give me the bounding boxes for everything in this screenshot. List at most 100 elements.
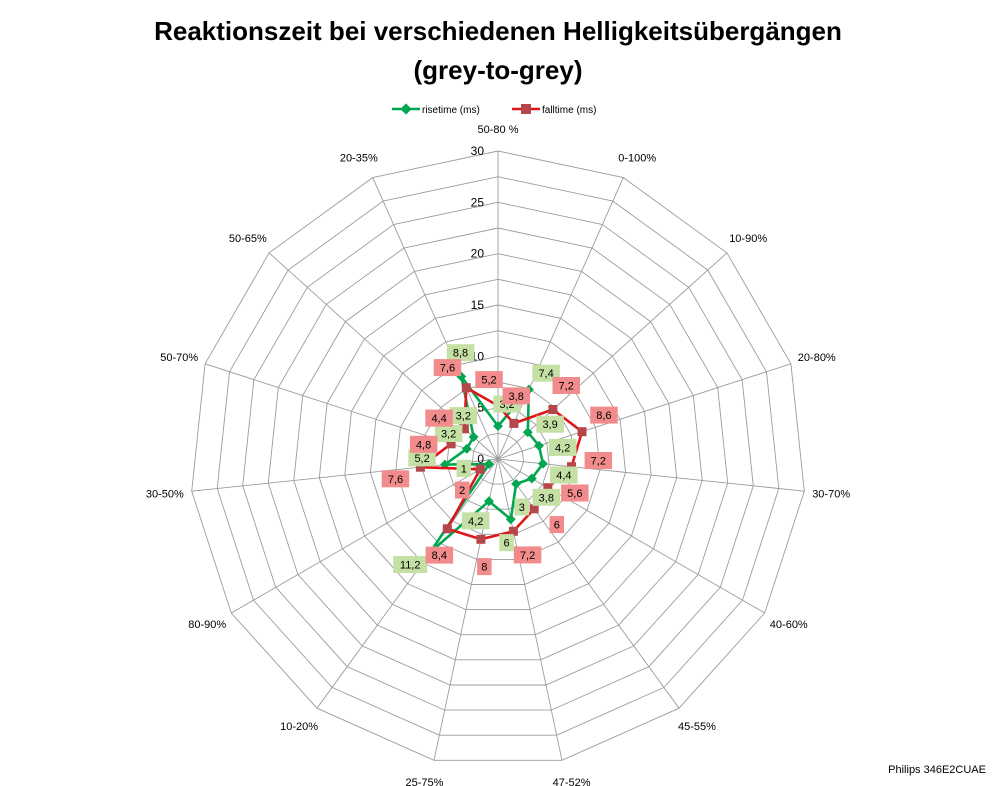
category-label: 50-70% [160, 352, 198, 364]
point-risetime [522, 427, 533, 438]
data-label-falltime: 5,2 [475, 371, 503, 389]
tick-label: 20 [471, 247, 485, 261]
axis-spoke [497, 458, 765, 614]
point-risetime [537, 458, 548, 469]
data-label-risetime: 3,2 [449, 407, 477, 425]
data-label-risetime: 3,8 [532, 488, 561, 506]
axis-spoke [268, 252, 499, 460]
data-label-risetime-text: 1 [461, 463, 467, 475]
data-label-falltime-bg [409, 435, 438, 453]
data-label-falltime-bg [433, 359, 462, 377]
grid-ring [395, 355, 601, 560]
data-label-falltime-text: 6 [554, 520, 560, 532]
category-label: 30-50% [146, 489, 184, 501]
grid-ring [191, 150, 805, 761]
point-risetime [461, 443, 472, 454]
grid-ring [344, 304, 652, 611]
data-label-falltime: 4,4 [425, 409, 453, 427]
grid-ring [216, 176, 780, 736]
tick-label: 0 [477, 452, 484, 466]
data-label-falltime-text: 5,2 [481, 375, 496, 387]
data-label-falltime-bg [425, 409, 453, 427]
data-label-risetime-text: 3,2 [441, 429, 456, 441]
grid-ring [242, 201, 754, 711]
point-risetime [493, 421, 503, 432]
point-falltime [442, 524, 452, 534]
legend-label-falltime: falltime (ms) [542, 105, 596, 116]
data-label-falltime: 7,6 [381, 470, 410, 488]
radar-axes [191, 151, 805, 761]
data-label-risetime-bg [532, 488, 561, 506]
data-label-risetime-bg [393, 556, 428, 573]
data-label-risetime-bg [461, 512, 490, 530]
tick-label: 5 [477, 401, 484, 415]
data-label-falltime-text: 4,8 [416, 439, 431, 451]
grid-ring [369, 330, 627, 585]
tick-label: 30 [471, 144, 485, 158]
data-label-risetime-text: 3 [519, 502, 525, 514]
tick-label: 15 [471, 298, 485, 312]
data-label-risetime: 5,2 [408, 449, 436, 467]
data-label-falltime-text: 7,2 [591, 456, 606, 468]
data-label-falltime-text: 7,2 [520, 550, 535, 562]
data-label-falltime: 3,8 [502, 387, 530, 405]
data-label-risetime-text: 4,4 [556, 470, 571, 482]
category-label: 20-80% [798, 352, 836, 364]
legend-marker-risetime [400, 103, 412, 115]
data-label-falltime: 8 [477, 558, 492, 576]
data-label-risetime-text: 5,2 [414, 453, 429, 465]
category-label: 30-70% [812, 489, 850, 501]
axis-spoke [316, 458, 499, 709]
category-label: 47-52% [553, 777, 591, 786]
grid-ring [293, 253, 703, 661]
data-label-risetime-bg [549, 438, 577, 456]
data-label-falltime-text: 2 [459, 485, 465, 497]
data-label-risetime: 4,4 [550, 466, 578, 484]
data-label-risetime-bg [499, 534, 514, 552]
data-label-falltime: 7,2 [584, 452, 613, 469]
data-label-falltime-bg [513, 546, 542, 564]
data-label-risetime-bg [550, 466, 578, 484]
data-label-risetime-bg [456, 459, 471, 477]
category-label: 50-80 % [478, 124, 519, 136]
point-risetime [526, 473, 537, 484]
chart-title-line-2: (grey-to-grey) [413, 55, 582, 85]
data-label-falltime-text: 7,2 [559, 381, 574, 393]
category-label: 0-100% [618, 153, 656, 165]
point-risetime [511, 478, 522, 489]
category-label: 50-65% [229, 233, 267, 245]
data-label-risetime-bg [434, 425, 463, 442]
data-label-risetime-bg [514, 498, 529, 516]
point-falltime [508, 526, 518, 536]
category-label: 45-55% [678, 721, 716, 733]
data-label-risetime-text: 8,8 [453, 348, 468, 360]
point-falltime [577, 427, 587, 437]
data-label-falltime-text: 7,6 [440, 363, 455, 375]
legend: risetime (ms) falltime (ms) [392, 103, 596, 116]
data-label-falltime: 4,8 [409, 435, 438, 453]
data-label-risetime-text: 3,8 [539, 492, 554, 504]
data-label-falltime-text: 8,4 [432, 550, 447, 562]
data-label-falltime-text: 4,4 [431, 413, 446, 425]
data-label-falltime: 2 [455, 481, 470, 499]
data-label-falltime-bg [584, 452, 613, 469]
data-label-falltime-text: 5,6 [567, 488, 582, 500]
data-label-risetime-bg [536, 415, 564, 433]
data-label-falltime: 8,6 [590, 406, 618, 424]
data-label-falltime: 7,2 [513, 546, 542, 564]
grid-ring [267, 227, 729, 686]
data-label-falltime: 5,6 [561, 484, 589, 502]
category-label: 25-75% [405, 777, 443, 786]
legend-label-risetime: risetime (ms) [422, 105, 480, 116]
data-label-risetime: 8,8 [446, 344, 475, 362]
series-line-risetime [429, 375, 545, 554]
data-label-risetime-text: 7,4 [538, 368, 553, 380]
data-label-falltime-bg [381, 470, 410, 488]
data-label-risetime-bg [446, 344, 475, 362]
data-label-risetime-text: 3,2 [456, 411, 471, 423]
axis-spoke [231, 458, 499, 614]
data-label-risetime: 3,2 [434, 425, 463, 442]
point-risetime [484, 459, 495, 470]
chart-title-line-1: Reaktionszeit bei verschiedenen Helligke… [154, 16, 842, 46]
